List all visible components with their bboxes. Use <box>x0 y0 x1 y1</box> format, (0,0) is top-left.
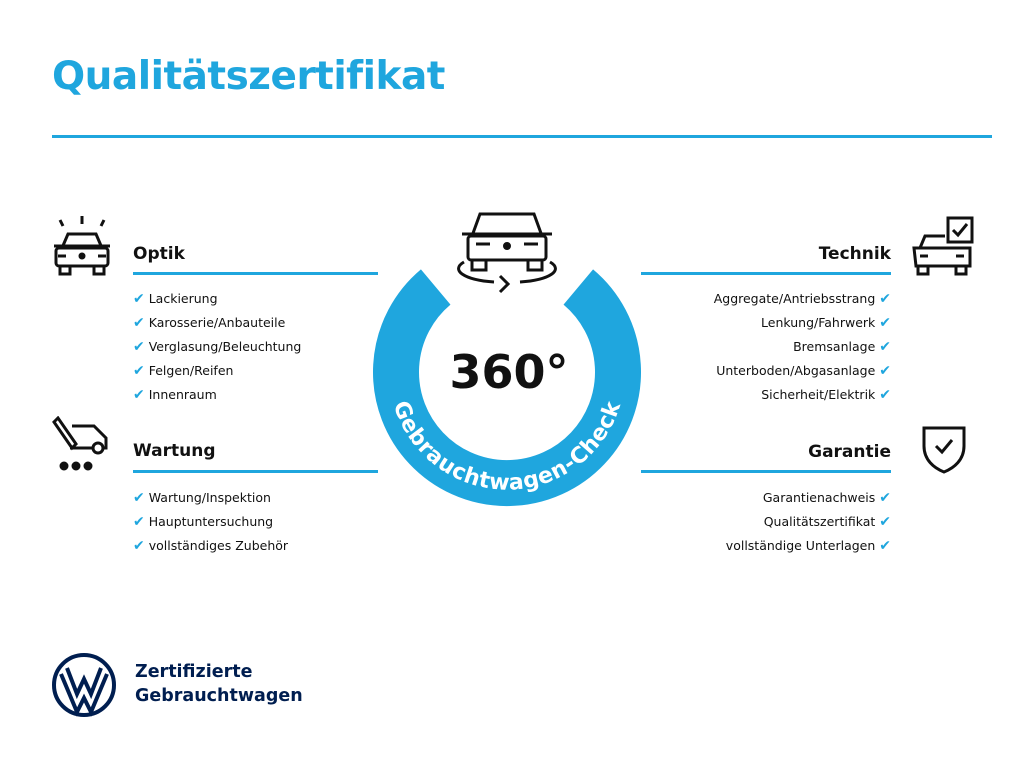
section-heading-optik: Optik <box>133 244 185 264</box>
brand-text: Zertifizierte Gebrauchtwagen <box>135 660 303 708</box>
list-item: Aggregate/Antriebsstrang ✔ <box>713 291 891 307</box>
check-icon: ✔ <box>133 315 145 331</box>
check-icon: ✔ <box>879 538 891 554</box>
check-icon: ✔ <box>133 514 145 530</box>
section-heading-wartung: Wartung <box>133 441 216 461</box>
car-lights-icon <box>54 216 110 276</box>
list-item: vollständige Unterlagen ✔ <box>725 538 891 554</box>
badge-ring <box>373 269 641 507</box>
garantie-list: Garantienachweis ✔ Qualitätszertifikat ✔… <box>726 486 891 558</box>
check-icon: ✔ <box>133 387 145 403</box>
list-item: ✔ Karosserie/Anbauteile <box>133 315 286 331</box>
check-icon: ✔ <box>879 315 891 331</box>
car-rotate-icon <box>457 212 557 294</box>
section-divider-technik <box>641 272 891 275</box>
list-item: ✔ Lackierung <box>133 291 218 307</box>
check-icon: ✔ <box>133 538 145 554</box>
list-item: ✔ Hauptuntersuchung <box>133 514 274 530</box>
optik-list: ✔ Lackierung ✔ Karosserie/Anbauteile ✔ V… <box>133 287 301 407</box>
brand-line-1: Zertifizierte <box>135 662 253 682</box>
brand-line-2: Gebrauchtwagen <box>135 686 303 706</box>
title-divider <box>52 135 992 138</box>
vw-logo <box>52 653 116 717</box>
section-divider-garantie <box>641 470 891 473</box>
check-icon: ✔ <box>879 387 891 403</box>
check-icon: ✔ <box>879 363 891 379</box>
list-item: Unterboden/Abgasanlage ✔ <box>716 363 891 379</box>
list-item: Qualitätszertifikat ✔ <box>763 514 891 530</box>
section-divider-wartung <box>133 470 378 473</box>
wartung-list: ✔ Wartung/Inspektion ✔ Hauptuntersuchung… <box>133 486 288 558</box>
list-item: ✔ Felgen/Reifen <box>133 363 234 379</box>
list-item: ✔ Wartung/Inspektion <box>133 490 271 506</box>
check-icon: ✔ <box>879 291 891 307</box>
list-item: ✔ Verglasung/Beleuchtung <box>133 339 302 355</box>
check-icon: ✔ <box>133 339 145 355</box>
list-item: Bremsanlage ✔ <box>793 339 891 355</box>
list-item: ✔ Innenraum <box>133 387 217 403</box>
check-icon: ✔ <box>879 514 891 530</box>
technik-list: Aggregate/Antriebsstrang ✔ Lenkung/Fahrw… <box>714 287 891 407</box>
section-heading-garantie: Garantie <box>808 442 891 462</box>
check-icon: ✔ <box>133 291 145 307</box>
check-icon: ✔ <box>133 363 145 379</box>
list-item: Lenkung/Fahrwerk ✔ <box>761 315 891 331</box>
shield-check-icon <box>922 426 966 474</box>
list-item: ✔ vollständiges Zubehör <box>133 538 289 554</box>
service-van-icon <box>52 416 108 471</box>
car-checklist-icon <box>912 216 974 276</box>
badge-value: 360° <box>449 345 568 399</box>
list-item: Garantienachweis ✔ <box>762 490 891 506</box>
page-title: Qualitätszertifikat <box>52 54 445 99</box>
check-icon: ✔ <box>133 490 145 506</box>
section-heading-technik: Technik <box>818 244 891 264</box>
check-icon: ✔ <box>879 490 891 506</box>
list-item: Sicherheit/Elektrik ✔ <box>761 387 891 403</box>
section-divider-optik <box>133 272 378 275</box>
check-icon: ✔ <box>879 339 891 355</box>
